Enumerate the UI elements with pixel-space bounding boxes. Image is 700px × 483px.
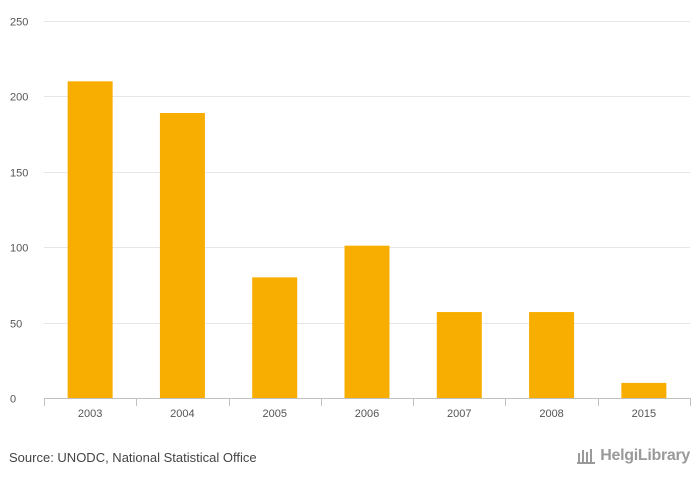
y-tick-label: 150 bbox=[10, 168, 28, 180]
bar bbox=[621, 382, 667, 398]
bar bbox=[436, 312, 482, 398]
y-tick-label: 200 bbox=[10, 92, 28, 104]
x-tick-label: 2008 bbox=[539, 408, 563, 420]
brand-name: HelgiLibrary bbox=[600, 447, 690, 464]
brand-logo: HelgiLibrary bbox=[576, 447, 690, 465]
x-tick-label: 2015 bbox=[632, 408, 656, 420]
bar bbox=[67, 81, 113, 398]
x-tick-label: 2003 bbox=[78, 408, 102, 420]
y-axis-ticks: 0 50 100 150 200 250 bbox=[10, 17, 28, 406]
bars bbox=[67, 81, 667, 398]
y-tick-label: 50 bbox=[10, 319, 22, 331]
bar bbox=[252, 277, 298, 398]
bar-chart: 0 50 100 150 200 250 2003 2004 2005 2006 2007 2008… bbox=[10, 17, 691, 420]
y-tick-label: 250 bbox=[10, 17, 28, 29]
gridlines bbox=[44, 21, 690, 324]
y-tick-label: 0 bbox=[10, 394, 16, 406]
source-note: Source: UNODC, National Statistical Offi… bbox=[9, 450, 257, 465]
x-tick-label: 2005 bbox=[262, 408, 286, 420]
y-tick-label: 100 bbox=[10, 243, 28, 255]
x-tick-label: 2004 bbox=[170, 408, 194, 420]
x-tick-label: 2007 bbox=[447, 408, 471, 420]
bar bbox=[344, 245, 390, 398]
building-icon bbox=[577, 449, 596, 464]
bar bbox=[529, 312, 575, 398]
x-tick-label: 2006 bbox=[355, 408, 379, 420]
x-axis-ticks: 2003 2004 2005 2006 2007 2008 2015 bbox=[78, 408, 656, 420]
bar bbox=[159, 112, 205, 398]
x-axis bbox=[44, 398, 691, 406]
